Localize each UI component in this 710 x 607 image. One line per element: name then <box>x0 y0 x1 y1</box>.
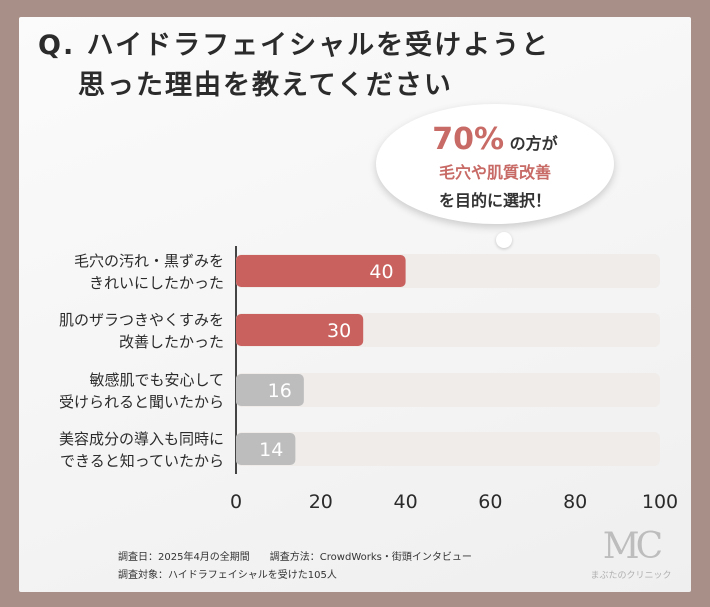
survey-info-line-1: 調査日：2025年4月の全期間 調査方法：CrowdWorks・街頭インタビュー <box>118 552 472 563</box>
bar <box>236 314 364 346</box>
category-label: 美容成分の導入も同時に <box>59 430 224 448</box>
callout-text: を目的に選択！ <box>438 191 551 210</box>
bar <box>236 433 296 465</box>
callout-percentage: 70% <box>432 122 505 157</box>
survey-info-line-2: 調査対象：ハイドラフェイシャルを受けた105人 <box>118 570 337 581</box>
category-label: きれいにしたかった <box>89 274 224 292</box>
chart-card <box>19 17 691 592</box>
category-label: 毛穴の汚れ・黒ずみを <box>74 252 224 270</box>
title-line-2: 思った理由を教えてください <box>78 70 453 101</box>
clinic-logo: MC まぶたのクリニック <box>588 526 674 582</box>
category-label: 受けられると聞いたから <box>59 393 224 411</box>
bar-value-label: 30 <box>327 320 351 342</box>
bar-track <box>236 373 660 407</box>
callout-highlight-text: 毛穴や肌質改善 <box>438 163 551 182</box>
bubble-tail-dot <box>496 232 512 248</box>
category-label: 敏感肌でも安心して <box>89 371 224 389</box>
bar <box>236 255 406 287</box>
bar-value-label: 14 <box>259 439 283 461</box>
bar-value-label: 40 <box>369 261 393 283</box>
x-tick-label: 60 <box>478 491 502 513</box>
x-tick-label: 100 <box>642 491 678 513</box>
x-tick-label: 40 <box>394 491 418 513</box>
title-line-1: Q. ハイドラフェイシャルを受けようと <box>38 30 551 61</box>
bar <box>236 374 304 406</box>
bar-track <box>236 432 660 466</box>
x-tick-label: 0 <box>230 491 242 513</box>
category-label: 肌のザラつきやくすみを <box>59 311 224 329</box>
bar-value-label: 16 <box>268 380 292 402</box>
callout-pct-suffix: の方が <box>504 134 558 153</box>
chart-title: Q. ハイドラフェイシャルを受けようと 思った理由を教えてください <box>38 26 658 106</box>
category-label: できると知っていたから <box>60 452 224 470</box>
x-tick-label: 80 <box>563 491 587 513</box>
category-label: 改善したかった <box>119 333 224 351</box>
x-tick-label: 20 <box>309 491 333 513</box>
logo-mark: MC <box>602 526 663 567</box>
callout-bubble: 70% の方が 毛穴や肌質改善 を目的に選択！ <box>376 104 614 224</box>
logo-text: まぶたのクリニック <box>590 571 672 581</box>
